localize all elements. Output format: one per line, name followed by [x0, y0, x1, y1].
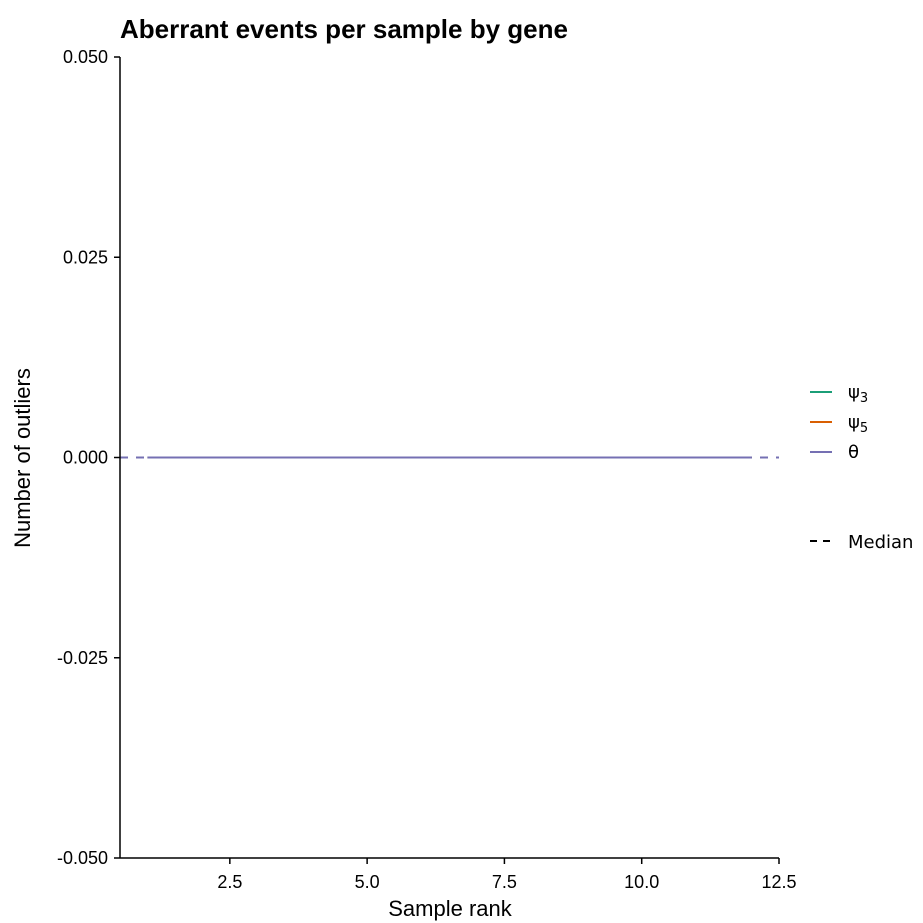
x-tick-label: 5.0 [355, 872, 380, 892]
y-tick-label: 0.050 [63, 47, 108, 67]
legend-label-median: Median [848, 532, 913, 553]
y-tick-label: 0.025 [63, 247, 108, 267]
chart-title: Aberrant events per sample by gene [120, 14, 568, 44]
y-tick-label: -0.050 [57, 848, 108, 868]
legend-label: ψ5 [848, 412, 868, 436]
y-tick-label: -0.025 [57, 648, 108, 668]
legend-label: θ [848, 442, 859, 463]
x-tick-label: 10.0 [624, 872, 659, 892]
legend: ψ3 ψ5 θ Median [810, 382, 913, 553]
x-tick-label: 12.5 [761, 872, 796, 892]
y-axis-title: Number of outliers [10, 368, 35, 548]
x-tick-label: 2.5 [217, 872, 242, 892]
y-tick-label: 0.000 [63, 448, 108, 468]
x-axis-ticks: 2.5 5.0 7.5 10.0 12.5 [217, 858, 797, 892]
x-axis-title: Sample rank [388, 896, 513, 921]
x-tick-label: 7.5 [492, 872, 517, 892]
legend-label: ψ3 [848, 382, 868, 406]
y-axis-ticks: -0.050 -0.025 0.000 0.025 0.050 [57, 47, 120, 868]
